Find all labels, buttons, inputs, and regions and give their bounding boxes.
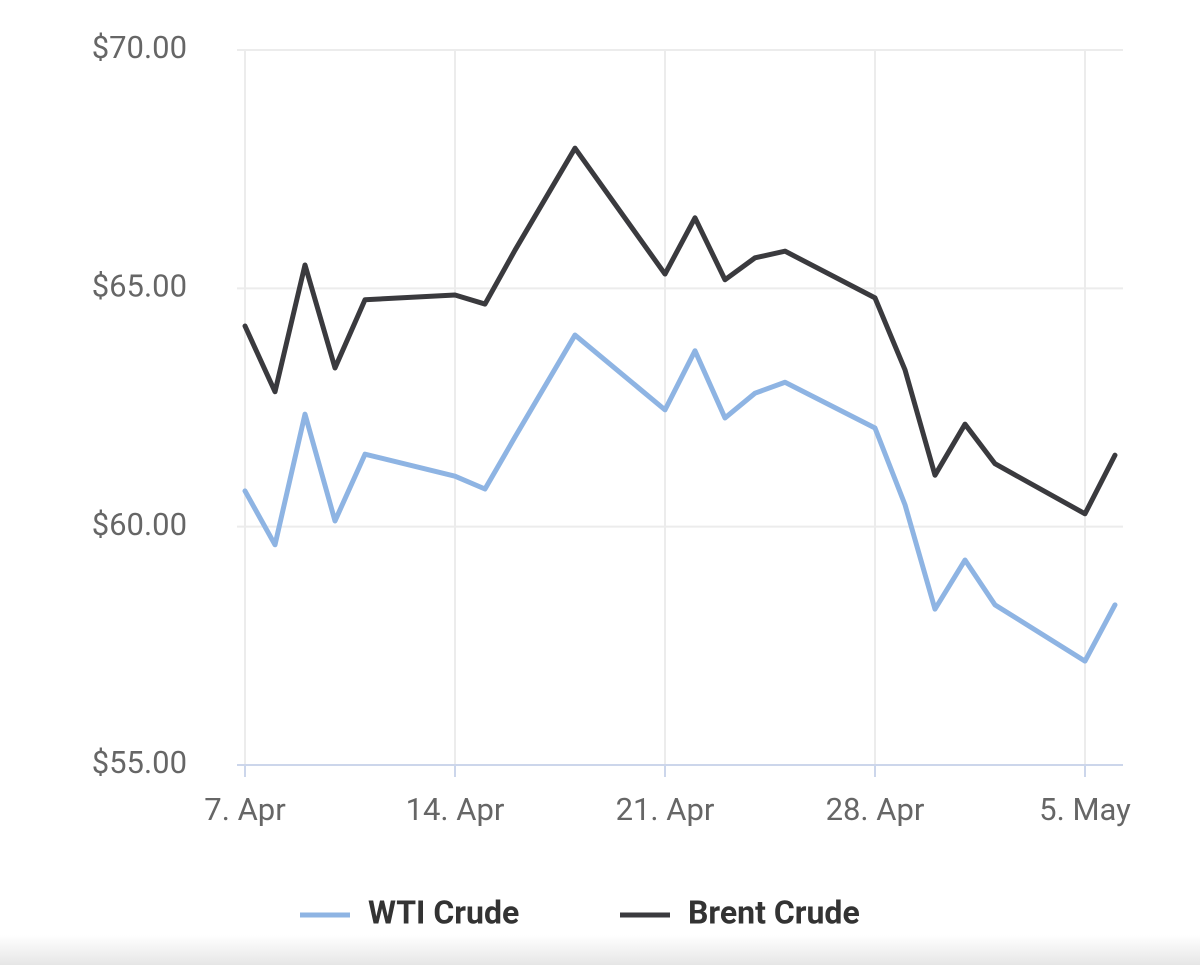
y-tick-label: $55.00 <box>92 744 187 781</box>
x-tick-label: 14. Apr <box>406 791 505 828</box>
x-tick-label: 21. Apr <box>616 791 715 828</box>
grid: $55.00 $60.00 $65.00 $70.00 7. Apr 14. Apr 21.… <box>92 29 1131 828</box>
y-tick-label: $60.00 <box>92 506 187 543</box>
legend-label[interactable]: WTI Crude <box>368 893 519 931</box>
plot <box>242 145 1118 664</box>
series-line <box>242 145 1118 517</box>
series-line <box>242 332 1118 664</box>
legend: WTI Crude Brent Crude <box>300 893 860 931</box>
y-tick-label: $70.00 <box>92 29 187 66</box>
legend-label[interactable]: Brent Crude <box>688 893 860 931</box>
y-tick-label: $65.00 <box>92 268 187 305</box>
bottom-shade <box>0 935 1200 965</box>
x-tick-label: 7. Apr <box>204 791 286 828</box>
x-tick-label: 28. Apr <box>826 791 925 828</box>
x-tick-label: 5. May <box>1039 791 1131 828</box>
